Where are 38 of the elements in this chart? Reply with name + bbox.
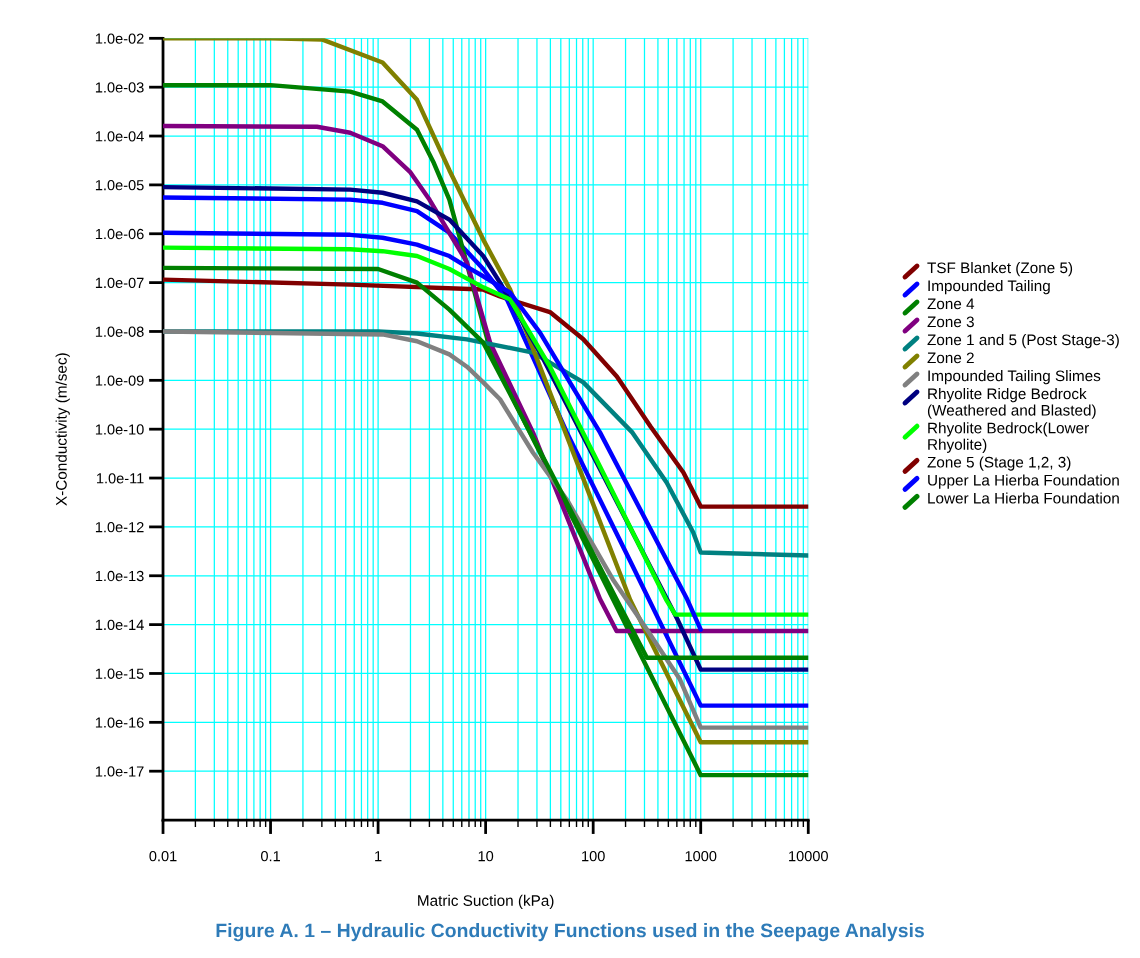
legend-label: Lower La Hierba Foundation [928, 492, 1119, 504]
legend-label: Zone 4 [927, 298, 975, 310]
y-tick-label: 1.0e-07 [95, 277, 144, 289]
x-tick-label: 10000 [789, 850, 828, 862]
y-tick-label: 1.0e-03 [95, 82, 144, 93]
legend-label: Rhyolite Bedrock(Lower Rhyolite) [928, 422, 1089, 453]
y-tick-label: 1.0e-10 [95, 424, 144, 435]
x-tick-label: 0.1 [260, 850, 280, 862]
legend-label: Rhyolite Ridge Bedrock (Weathered and Blasted) [927, 388, 1096, 419]
y-tick-label: 1.0e-14 [95, 619, 144, 631]
y-tick-label: 1.0e-12 [95, 522, 144, 533]
legend-label: Impounded Tailing Slimes [928, 370, 1101, 385]
x-tick-label: 0.01 [149, 850, 177, 862]
legend-label: Impounded Tailing [928, 280, 1050, 295]
legend-label: Zone 5 (Stage 1,2, 3) [927, 456, 1071, 471]
y-tick-label: 1.0e-06 [95, 228, 144, 240]
y-tick-label: 1.0e-13 [95, 570, 144, 582]
x-tick-label: 1 [375, 851, 382, 862]
legend-label: Upper La Hierba Foundation [928, 474, 1119, 489]
x-axis-title: Matric Suction (kPa) [418, 894, 554, 909]
y-tick-label: 1.0e-02 [95, 33, 144, 44]
legend-label: Zone 1 and 5 (Post Stage-3) [927, 334, 1119, 349]
y-tick-label: 1.0e-05 [95, 179, 144, 191]
y-tick-label: 1.0e-16 [95, 717, 144, 728]
text: Figure A. 1 – Hydraulic Conductivity Functions used in the Seepage Analysis [216, 923, 924, 942]
x-tick-label: 10 [478, 850, 494, 862]
y-tick-label: 1.0e-15 [95, 668, 144, 679]
legend-label: TSF Blanket (Zone 5) [927, 262, 1073, 277]
legend-label: Zone 3 [927, 316, 974, 328]
y-axis-title: X-Conductivity (m/sec) [55, 353, 70, 506]
y-tick-label: 1.0e-04 [95, 131, 144, 142]
x-tick-label: 100 [582, 850, 605, 862]
legend-label: Zone 2 [927, 352, 974, 364]
y-tick-label: 1.0e-08 [95, 326, 144, 337]
y-tick-label: 1.0e-17 [95, 766, 144, 777]
y-tick-label: 1.0e-11 [97, 473, 144, 484]
y-tick-label: 1.0e-09 [95, 375, 144, 386]
x-tick-label: 1000 [685, 850, 717, 862]
